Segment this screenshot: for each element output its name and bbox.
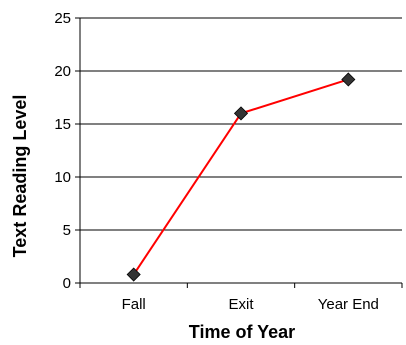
gridlines [80,17,402,231]
y-tick-label-20: 20 [54,63,71,80]
x-tick-label-fall: Fall [122,296,146,313]
y-tick-label-10: 10 [54,169,71,186]
data-point-fall [126,267,141,282]
y-tick-label-15: 15 [54,116,71,133]
y-tick-label-0: 0 [63,275,71,292]
series-group [126,72,356,282]
data-point-exit [233,106,249,121]
x-axis-title: Time of Year [189,322,295,342]
x-tick-label-exit: Exit [228,296,254,313]
data-point-year-end [341,72,356,87]
x-tick-label-year-end: Year End [318,296,379,313]
x-axis-ticks: Fall Exit Year End [79,283,403,313]
y-axis-ticks: 0 5 10 15 20 25 [54,10,80,292]
y-tick-label-5: 5 [63,222,71,239]
y-tick-label-25: 25 [54,10,71,27]
y-axis-title: Text Reading Level [10,95,30,258]
axes [79,18,402,284]
